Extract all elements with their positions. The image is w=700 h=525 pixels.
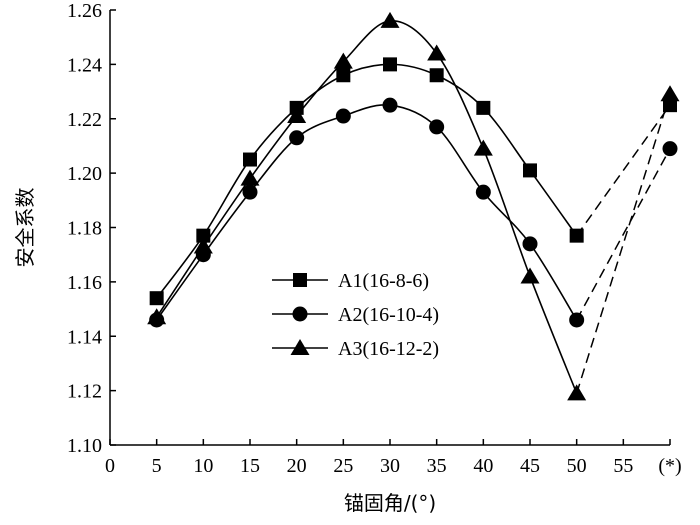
series-line: [156, 20, 578, 394]
series-circle: [149, 97, 678, 328]
series-triangle: [147, 11, 680, 401]
legend-label: A1(16-8-6): [338, 270, 429, 292]
data-point-star: [663, 98, 677, 113]
data-point: [147, 308, 167, 325]
x-tick-label: 10: [193, 455, 213, 477]
data-point: [569, 312, 585, 328]
x-tick-label: 30: [380, 455, 400, 477]
data-point: [335, 108, 351, 124]
x-tick-label: 5: [152, 455, 162, 477]
data-point: [240, 169, 260, 186]
data-point: [196, 228, 211, 243]
data-point: [243, 152, 257, 167]
x-tick-label: 35: [427, 455, 447, 477]
x-tick-label: 40: [473, 455, 493, 477]
data-point: [287, 107, 307, 124]
y-tick-label: 1.12: [67, 381, 102, 403]
legend-marker: [290, 339, 310, 355]
series-line: [156, 63, 578, 299]
y-tick-label: 1.10: [67, 435, 102, 457]
legend-item: A1(16-8-6): [272, 270, 429, 292]
y-tick-label: 1.14: [67, 326, 102, 348]
data-point: [336, 68, 351, 83]
data-point: [473, 139, 493, 156]
series-dashed-link: [575, 94, 671, 394]
legend-marker: [292, 306, 308, 322]
data-point: [520, 267, 540, 284]
data-point: [289, 130, 305, 146]
series-dashed-link: [576, 104, 671, 237]
data-point: [333, 52, 353, 69]
x-tick-label: 55: [613, 455, 633, 477]
y-ticks: 1.10 1.12 1.14 1.16 1.18 1.20 1.22 1.24 1.26: [67, 0, 116, 457]
y-tick-label: 1.18: [67, 218, 102, 240]
data-point: [383, 57, 397, 72]
x-axis-title: 锚固角/(°): [344, 491, 436, 515]
x-ticks: 0 5 10 15 20 25 30 35 40 45 50 55 (*): [105, 439, 682, 477]
legend-label: A3(16-12-2): [338, 338, 439, 360]
data-point-star: [660, 85, 680, 102]
series-layer: [147, 11, 680, 401]
y-tick-label: 1.24: [67, 54, 102, 76]
x-tick-label: 0: [105, 455, 115, 477]
x-tick-label: 45: [520, 455, 540, 477]
legend: A1(16-8-6) A2(16-10-4) A3(16-12-2): [272, 270, 439, 360]
data-point: [193, 237, 213, 254]
x-tick-label: 20: [287, 455, 307, 477]
x-tick-label: 25: [333, 455, 353, 477]
series-square: [149, 57, 677, 306]
data-point: [380, 11, 400, 28]
data-point: [475, 184, 491, 200]
y-tick-label: 1.26: [67, 0, 102, 22]
data-point: [382, 97, 398, 113]
y-tick-label: 1.22: [67, 109, 102, 131]
data-point: [427, 44, 447, 61]
legend-item: A3(16-12-2): [272, 338, 439, 360]
y-tick-label: 1.20: [67, 163, 102, 185]
legend-item: A2(16-10-4): [272, 304, 439, 326]
series-dashed-link: [576, 148, 671, 321]
plot-area: 0 5 10 15 20 25 30 35 40 45 50 55 (*) 1.101.121.141.…: [67, 0, 682, 477]
data-point: [567, 384, 587, 401]
data-point-star: [662, 141, 678, 157]
legend-marker: [293, 273, 307, 287]
data-point: [476, 100, 491, 115]
legend-label: A2(16-10-4): [338, 304, 439, 326]
data-point: [523, 163, 537, 178]
x-tick-label: 15: [240, 455, 260, 477]
data-point: [522, 236, 538, 252]
y-tick-label: 1.16: [67, 272, 102, 294]
y-axis-title: 安全系数: [13, 188, 37, 268]
data-point: [429, 68, 444, 83]
series-line: [156, 104, 578, 321]
x-tick-label-star: (*): [658, 455, 681, 477]
x-tick-label: 50: [567, 455, 587, 477]
data-point: [429, 119, 445, 135]
data-point: [242, 184, 258, 200]
data-point: [149, 291, 164, 306]
data-point: [569, 228, 584, 243]
